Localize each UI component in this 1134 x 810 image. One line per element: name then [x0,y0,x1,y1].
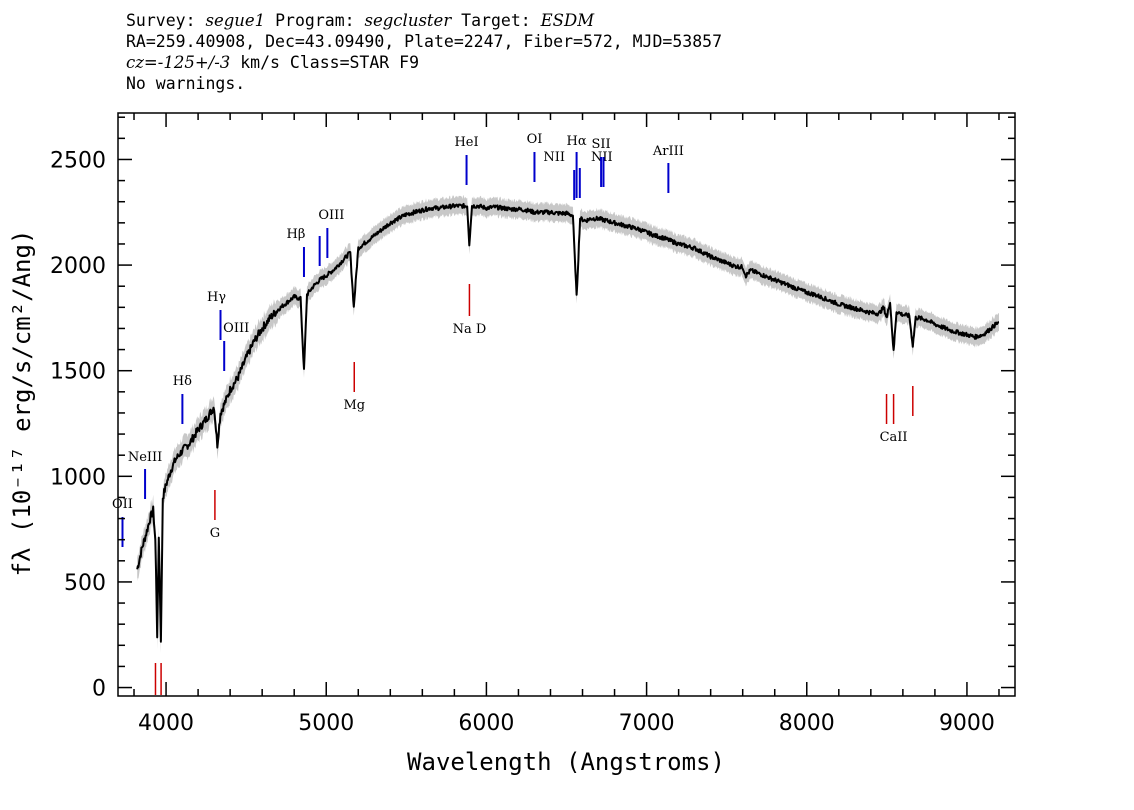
ticks-layer: 4000 5000 6000 7000 8000 9000 0 500 1000 1500 2000… [50,113,1015,736]
emission-label-hbeta: Hβ [287,227,306,242]
flux-error-band [137,195,999,654]
emission-label-neiii: NeIII [128,450,162,465]
x-tick-label: 4000 [138,711,194,736]
x-tick-label: 7000 [619,711,675,736]
error-band-layer [137,195,999,654]
emission-label-sii: SII [592,137,611,152]
emission-label-hei: HeI [454,135,478,150]
emission-label-ariii: ArIII [652,144,684,159]
program-label: Program: [265,11,365,30]
axes-layer [117,112,1016,697]
x-axis-title: Wavelength (Angstroms) [407,748,725,776]
emission-label-hgamma: Hγ [207,290,226,305]
emission-label-oi: OI [527,132,543,147]
y-tick-label: 500 [64,571,106,596]
spectral-lines-layer: OIINeIIIHδHγOIIIHβOIIIHeIOINIIHαNIISIIAr… [112,132,914,695]
y-tick-label: 0 [92,677,106,702]
header-line-3: cz=-125+/-3 km/s Class=STAR F9 [126,52,722,73]
plot-frame [117,112,1016,697]
y-tick-label: 1000 [50,465,106,490]
header-line-2: RA=259.40908, Dec=43.09490, Plate=2247, … [126,32,723,51]
survey-label: Survey: [126,11,206,30]
y-tick-label: 2000 [50,254,106,279]
survey-value: segue1 [205,11,266,30]
target-label: Target: [451,11,541,30]
emission-label-oiii: OIII [318,208,344,223]
emission-label-oii: OII [112,497,133,512]
flux-line-layer [136,202,1000,643]
emission-label-halpha: Hα [567,134,587,149]
absorption-label-caii: CaII [880,430,908,445]
program-value: segcluster [364,11,452,30]
x-tick-label: 6000 [458,711,514,736]
header-line-1: Survey: segue1 Program: segcluster Targe… [126,10,722,31]
absorption-label-na-d: Na D [453,322,487,337]
y-axis-title: fλ (10⁻¹⁷ erg/s/cm²/Ang) [8,230,36,577]
x-tick-label: 8000 [779,711,835,736]
cz-value: -125+/-3 [157,53,231,72]
absorption-label-g: G [210,526,220,541]
header-line-4: No warnings. [126,74,246,93]
class-text: km/s Class=STAR F9 [230,53,420,72]
emission-label-hdelta: Hδ [173,374,192,389]
y-tick-label: 1500 [50,360,106,385]
y-tick-label: 2500 [50,148,106,173]
x-tick-label: 5000 [298,711,354,736]
emission-label-oiii: OIII [223,321,249,336]
flux-line [136,202,1000,643]
x-tick-label: 9000 [939,711,995,736]
spectrum-header: Survey: segue1 Program: segcluster Targe… [126,10,722,94]
absorption-label-mg: Mg [343,398,365,413]
emission-label-nii: NII [543,150,565,165]
cz-label: cz= [126,53,158,72]
target-value: ESDM [540,11,595,30]
